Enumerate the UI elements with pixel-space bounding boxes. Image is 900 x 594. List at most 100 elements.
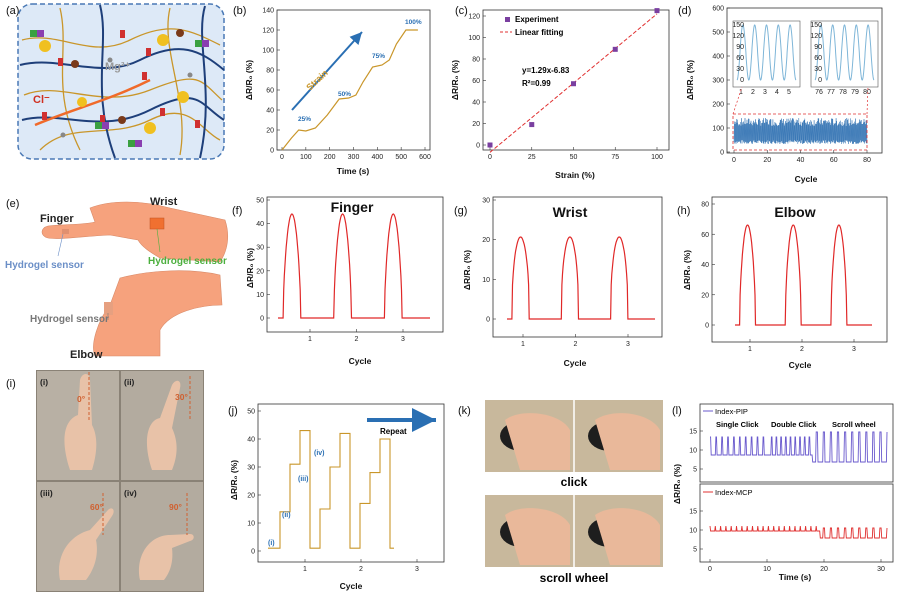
panel-h-chart: 0 20 40 60 80 1 2 3 Elbow ΔR/R₀ (%) Cycle	[682, 196, 888, 370]
d-inset2-ytick-5: 150	[810, 22, 822, 29]
c-r2: R²=0.99	[522, 79, 551, 88]
orange-chain	[34, 78, 151, 127]
h-title: Elbow	[774, 204, 815, 220]
label-h: (h)	[677, 205, 690, 217]
h-ytick-1: 20	[701, 292, 709, 299]
c-axes-box	[482, 9, 670, 151]
b-xtick-3: 300	[348, 154, 360, 161]
c-legend-marker-exp	[505, 17, 510, 22]
d-ytick-4: 400	[712, 54, 724, 61]
b-xtick-5: 500	[395, 154, 407, 161]
d-inset-1-curve	[736, 24, 797, 81]
l-pip-curve	[710, 431, 888, 463]
panel-j-chart: 0 10 20 30 40 50 1 2 3 ΔR/R₀ (%) Cycle Repeat (i…	[229, 403, 445, 591]
f-title: Finger	[331, 199, 374, 215]
d-inset2-xtick-4: 80	[863, 89, 871, 96]
b-ytick-1: 20	[266, 128, 274, 135]
d-inset2-ytick-1: 30	[814, 66, 822, 73]
c-ytick-1: 20	[472, 121, 480, 128]
f-curve	[278, 213, 430, 319]
h-ytick-3: 60	[701, 232, 709, 239]
d-ytick-3: 300	[712, 78, 724, 85]
j-ytick-0: 0	[251, 549, 255, 556]
d-xtick-3: 60	[830, 157, 838, 164]
i-sub-i: (i)	[40, 377, 48, 387]
b-ytick-6: 120	[262, 28, 274, 35]
b-xlabel: Time (s)	[337, 166, 370, 176]
label-b: (b)	[233, 5, 246, 17]
l-ann-single: Single Click	[716, 420, 759, 429]
blue-chains	[19, 4, 225, 159]
b-xtick-2: 200	[324, 154, 336, 161]
d-xlabel: Cycle	[795, 174, 818, 184]
d-inset1-xtick-4: 5	[787, 89, 791, 96]
spheres	[39, 29, 193, 138]
elbow-sensor-patch	[104, 302, 113, 315]
c-ylabel: ΔR/R₀ (%)	[450, 60, 460, 100]
d-inset1-xtick-0: 1	[739, 89, 743, 96]
d-inset2-ytick-3: 90	[814, 44, 822, 51]
i-angle-60: 60°	[90, 502, 103, 512]
i-sub-ii: (ii)	[124, 377, 135, 387]
i-sub-iv: (iv)	[124, 488, 137, 498]
g-xtick-2: 3	[626, 341, 630, 348]
f-ytick-4: 40	[256, 221, 264, 228]
e-finger-label: Finger	[40, 213, 74, 225]
i-sub-iii: (iii)	[40, 488, 53, 498]
l-xtick-1: 10	[763, 566, 771, 573]
panel-l-chart: 5 10 15 5 10 15 0 10 20 30 Index-PIP Index-MCP Si…	[672, 403, 894, 582]
c-xtick-1: 25	[528, 154, 536, 161]
l-top-ytick-1: 10	[689, 448, 697, 455]
panel-labels: (a) (b) (c) (d) (e) (f) (g) (h) (i) (j) …	[6, 5, 691, 417]
e-sensor-gray: Hydrogel sensor	[30, 314, 109, 325]
panel-a-schematic: Mg²⁺ Cl⁻	[17, 3, 225, 160]
g-ytick-0: 0	[486, 317, 490, 324]
f-ylabel: ΔR/R₀ (%)	[245, 248, 255, 288]
b-step-50: 50%	[338, 91, 351, 98]
j-ytick-5: 50	[247, 409, 255, 416]
b-ytick-4: 80	[266, 68, 274, 75]
d-xtick-1: 20	[763, 157, 771, 164]
d-cycle-signal	[733, 117, 868, 145]
d-inset1-ytick-0: 0	[740, 77, 744, 84]
i-angle-0: 0°	[77, 394, 86, 404]
h-ytick-0: 0	[705, 323, 709, 330]
d-inset2-xtick-2: 78	[839, 89, 847, 96]
l-top-ytick-0: 5	[693, 467, 697, 474]
panel-g-chart: 0 10 20 30 1 2 3 Wrist ΔR/R₀ (%) Cycle	[462, 196, 663, 368]
c-yticks: 0 20 40 60 80 100 120	[468, 14, 486, 150]
l-ylabel: ΔR/R₀ (%)	[672, 464, 682, 504]
finger-sensor-patch	[62, 229, 69, 234]
d-ylabel: ΔR/R₀ (%)	[685, 60, 695, 100]
label-k: (k)	[458, 405, 471, 417]
d-inset1-ytick-5: 150	[732, 22, 744, 29]
f-xtick-0: 1	[308, 336, 312, 343]
b-xtick-6: 600	[419, 154, 431, 161]
b-ylabel: ΔR/R₀ (%)	[244, 60, 254, 100]
c-point-3	[612, 46, 618, 52]
j-sub-iii: (iii)	[298, 476, 309, 483]
panel-i-photos: (i) (ii) (iii) (iv) 0° 30° 60° 90°	[36, 370, 204, 592]
d-inset1-xtick-2: 3	[763, 89, 767, 96]
l-ann-double: Double Click	[771, 420, 817, 429]
d-inset1-ytick-1: 30	[736, 66, 744, 73]
b-xtick-0: 0	[280, 154, 284, 161]
b-ytick-2: 40	[266, 108, 274, 115]
e-sensor-blue: Hydrogel sensor	[5, 260, 84, 271]
label-l: (l)	[672, 405, 682, 417]
c-xtick-0: 0	[488, 154, 492, 161]
c-point-0	[487, 142, 493, 148]
g-xtick-0: 1	[521, 341, 525, 348]
l-xtick-3: 30	[877, 566, 885, 573]
d-xtick-4: 80	[863, 157, 871, 164]
f-ytick-3: 30	[256, 245, 264, 252]
c-xtick-2: 50	[570, 154, 578, 161]
d-inset-ticks: 1 2 3 4 5 76 77 78 79 80 0 0 30 30 60 60 90 90 120 120 150 15…	[732, 22, 871, 96]
j-ytick-4: 40	[247, 437, 255, 444]
d-ytick-2: 200	[712, 102, 724, 109]
c-ytick-2: 40	[472, 100, 480, 107]
e-sensor-green: Hydrogel sensor	[148, 256, 227, 267]
d-xtick-0: 0	[732, 157, 736, 164]
label-c: (c)	[455, 5, 468, 17]
